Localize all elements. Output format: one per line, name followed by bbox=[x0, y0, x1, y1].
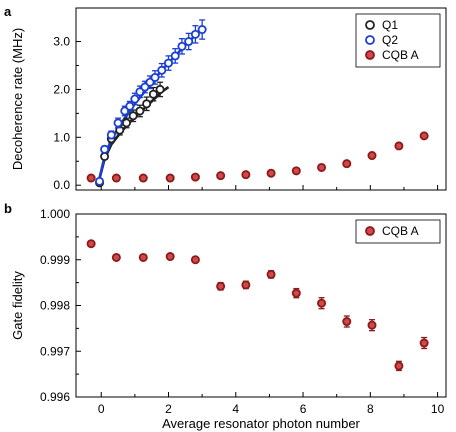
x-tick-label: 2 bbox=[165, 402, 172, 416]
x-tick-label: 4 bbox=[232, 402, 239, 416]
data-point-q2 bbox=[125, 101, 135, 111]
data-point-q2 bbox=[157, 65, 167, 75]
data-point-q1 bbox=[121, 118, 131, 128]
y-axis-label: Gate fidelity bbox=[10, 271, 25, 340]
data-point-q2 bbox=[190, 29, 200, 39]
data-point-q1 bbox=[155, 84, 165, 94]
x-axis-label: Average resonator photon number bbox=[162, 416, 360, 431]
y-tick-label: 0.0 bbox=[53, 178, 70, 192]
y-tick-label: 0.998 bbox=[40, 299, 70, 313]
legend-marker-q1 bbox=[365, 20, 375, 30]
x-tick-label: 6 bbox=[300, 402, 307, 416]
y-tick-label: 2.0 bbox=[53, 82, 70, 96]
data-point-q1 bbox=[142, 99, 152, 109]
data-point-q2 bbox=[106, 130, 116, 140]
x-tick-label: 8 bbox=[367, 402, 374, 416]
data-point-q2 bbox=[100, 144, 110, 154]
data-point-cqb-a bbox=[367, 320, 377, 330]
legend-label-cqb-a: CQB A bbox=[382, 224, 419, 238]
data-point-cqb-a bbox=[317, 298, 327, 308]
legend-label-q1: Q1 bbox=[382, 18, 398, 32]
legend-marker-q2 bbox=[365, 35, 375, 45]
data-point-cqb-a bbox=[317, 162, 327, 172]
panel-letter-a: a bbox=[4, 4, 12, 19]
data-point-cqb-a bbox=[394, 141, 404, 151]
data-point-q2 bbox=[95, 176, 105, 186]
data-point-q2 bbox=[150, 72, 160, 82]
x-tick-label: 10 bbox=[431, 402, 445, 416]
data-point-cqb-a bbox=[86, 239, 96, 249]
legend-label-cqb-a: CQB A bbox=[382, 48, 419, 62]
y-tick-label: 1.0 bbox=[53, 130, 70, 144]
data-point-q2 bbox=[184, 37, 194, 47]
y-tick-label: 0.996 bbox=[40, 390, 70, 404]
panel-letter-b: b bbox=[4, 201, 12, 216]
fit-line-q2 bbox=[96, 28, 204, 186]
data-point-cqb-a bbox=[86, 173, 96, 183]
data-point-cqb-a bbox=[190, 172, 200, 182]
data-point-q2 bbox=[177, 41, 187, 51]
data-point-cqb-a bbox=[165, 252, 175, 262]
legend-box-b bbox=[355, 219, 441, 244]
data-point-q2 bbox=[130, 94, 140, 104]
data-point-cqb-a bbox=[342, 159, 352, 169]
data-point-q2 bbox=[170, 51, 180, 61]
legend-marker-cqb-a bbox=[365, 226, 375, 236]
data-point-cqb-a bbox=[291, 166, 301, 176]
data-point-cqb-a bbox=[216, 171, 226, 181]
data-point-q2 bbox=[113, 118, 123, 128]
data-point-cqb-a bbox=[367, 151, 377, 161]
y-tick-label: 3.0 bbox=[53, 35, 70, 49]
legend-marker-cqb-a bbox=[365, 50, 375, 60]
y-axis-label: Decoherence rate (MHz) bbox=[10, 28, 25, 170]
x-tick-label: 0 bbox=[98, 402, 105, 416]
data-point-cqb-a bbox=[342, 317, 352, 327]
data-point-q1 bbox=[148, 89, 158, 99]
data-point-cqb-a bbox=[241, 170, 251, 180]
data-point-q1 bbox=[100, 151, 110, 161]
data-point-cqb-a bbox=[241, 280, 251, 290]
data-point-cqb-a bbox=[138, 173, 148, 183]
data-point-cqb-a bbox=[266, 168, 276, 178]
data-point-cqb-a bbox=[419, 338, 429, 348]
y-tick-label: 1.000 bbox=[40, 207, 70, 221]
y-tick-label: 0.997 bbox=[40, 344, 70, 358]
data-point-cqb-a bbox=[291, 288, 301, 298]
data-point-cqb-a bbox=[394, 361, 404, 371]
data-point-cqb-a bbox=[111, 252, 121, 262]
legend-label-q2: Q2 bbox=[382, 33, 398, 47]
data-point-cqb-a bbox=[216, 281, 226, 291]
data-point-q2 bbox=[197, 25, 207, 35]
data-point-cqb-a bbox=[138, 252, 148, 262]
y-tick-label: 0.999 bbox=[40, 253, 70, 267]
data-point-cqb-a bbox=[266, 269, 276, 279]
plot-frame-a bbox=[75, 7, 447, 191]
data-point-cqb-a bbox=[419, 131, 429, 141]
data-point-q2 bbox=[163, 58, 173, 68]
data-point-cqb-a bbox=[165, 173, 175, 183]
data-point-cqb-a bbox=[111, 173, 121, 183]
data-point-cqb-a bbox=[190, 255, 200, 265]
data-point-q1 bbox=[135, 106, 145, 116]
data-point-q1 bbox=[128, 111, 138, 121]
